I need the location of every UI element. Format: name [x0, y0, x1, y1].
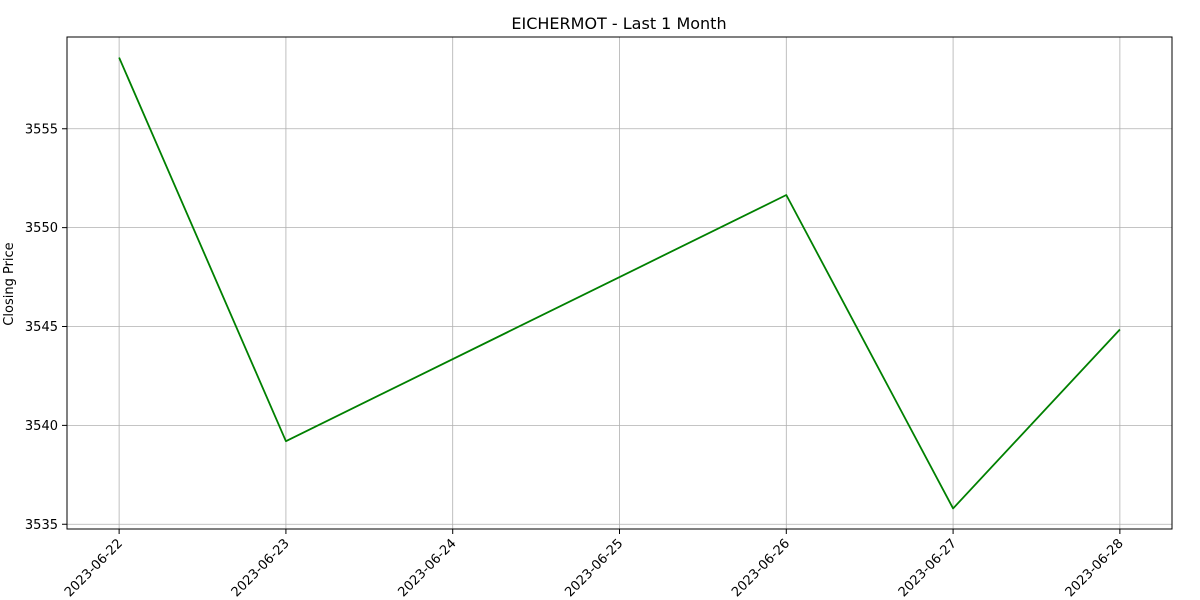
- y-tick-label: 3535: [25, 518, 58, 533]
- y-tick-label: 3555: [25, 122, 58, 137]
- x-tick-label: 2023-06-28: [1063, 536, 1127, 600]
- gridlines: [67, 37, 1172, 529]
- series-layer: [118, 57, 1121, 510]
- tick-labels: 2023-06-22 2023-06-23 2023-06-24 2023-06-25…: [25, 122, 1127, 600]
- y-axis-label: Closing Price: [2, 242, 17, 325]
- x-tick-label: 2023-06-25: [562, 536, 626, 600]
- x-tick-label: 2023-06-24: [395, 536, 459, 600]
- y-tick-label: 3550: [25, 221, 58, 236]
- chart-title: EICHERMOT - Last 1 Month: [511, 14, 726, 33]
- x-tick-label: 2023-06-27: [896, 536, 960, 600]
- x-tick-label: 2023-06-26: [729, 536, 793, 600]
- x-tick-label: 2023-06-22: [62, 536, 126, 600]
- y-tick-label: 3540: [25, 419, 58, 434]
- series-line: [118, 57, 1121, 510]
- y-tick-label: 3545: [25, 320, 58, 335]
- x-tick-label: 2023-06-23: [229, 536, 293, 600]
- axes: [62, 36, 1173, 534]
